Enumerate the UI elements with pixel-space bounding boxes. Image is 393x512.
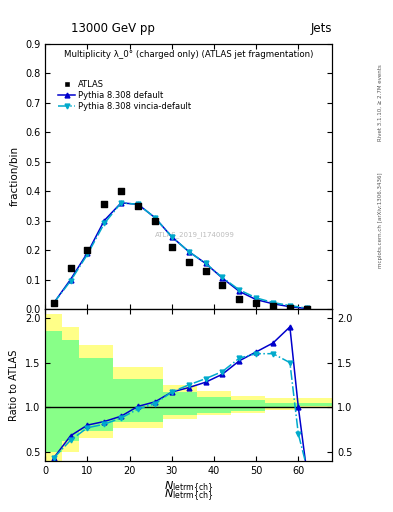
ATLAS [236, 294, 242, 303]
ATLAS [304, 305, 310, 313]
Pythia 8.308 default [102, 218, 107, 224]
ATLAS [185, 258, 192, 266]
Pythia 8.308 vincia-default [169, 233, 174, 240]
ATLAS [270, 302, 276, 310]
Line: Pythia 8.308 vincia-default: Pythia 8.308 vincia-default [51, 200, 309, 311]
ATLAS [67, 264, 73, 272]
ATLAS [169, 243, 175, 251]
Pythia 8.308 vincia-default [254, 295, 259, 301]
Pythia 8.308 vincia-default [102, 221, 107, 227]
ATLAS [253, 299, 259, 307]
Pythia 8.308 vincia-default [51, 300, 56, 306]
Pythia 8.308 vincia-default [119, 200, 123, 206]
Pythia 8.308 default [254, 296, 259, 303]
Pythia 8.308 vincia-default [68, 278, 73, 284]
Pythia 8.308 vincia-default [85, 251, 90, 258]
Pythia 8.308 default [68, 276, 73, 283]
Pythia 8.308 vincia-default [203, 260, 208, 266]
Text: ATLAS_2019_I1740099: ATLAS_2019_I1740099 [154, 231, 234, 238]
Pythia 8.308 default [186, 248, 191, 254]
Pythia 8.308 default [305, 305, 309, 311]
Pythia 8.308 vincia-default [136, 201, 140, 207]
Pythia 8.308 vincia-default [220, 274, 225, 281]
ATLAS [118, 187, 124, 195]
ATLAS [219, 282, 226, 290]
Pythia 8.308 default [152, 215, 157, 221]
Text: $N_\mathsf{letrm\{ch\}}$: $N_\mathsf{letrm\{ch\}}$ [164, 488, 213, 504]
Pythia 8.308 default [220, 275, 225, 281]
Pythia 8.308 vincia-default [152, 215, 157, 221]
Pythia 8.308 vincia-default [237, 287, 242, 293]
ATLAS [152, 217, 158, 225]
ATLAS [50, 299, 57, 307]
Pythia 8.308 default [169, 233, 174, 240]
Y-axis label: fraction/bin: fraction/bin [9, 146, 19, 206]
Pythia 8.308 default [51, 300, 56, 306]
ATLAS [101, 200, 107, 208]
Text: 13000 GeV pp: 13000 GeV pp [71, 22, 154, 35]
Text: Rivet 3.1.10, ≥ 2.7M events: Rivet 3.1.10, ≥ 2.7M events [378, 64, 383, 141]
ATLAS [287, 304, 293, 312]
Pythia 8.308 default [288, 304, 292, 310]
Line: Pythia 8.308 default: Pythia 8.308 default [51, 200, 309, 311]
Pythia 8.308 vincia-default [271, 300, 275, 306]
ATLAS [202, 267, 209, 275]
ATLAS [135, 202, 141, 210]
Text: Multiplicity λ_0° (charged only) (ATLAS jet fragmentation): Multiplicity λ_0° (charged only) (ATLAS … [64, 50, 313, 59]
Pythia 8.308 vincia-default [305, 305, 309, 311]
Y-axis label: Ratio to ATLAS: Ratio to ATLAS [9, 349, 19, 421]
Text: mcplots.cern.ch [arXiv:1306.3436]: mcplots.cern.ch [arXiv:1306.3436] [378, 173, 383, 268]
Pythia 8.308 default [85, 250, 90, 256]
Pythia 8.308 default [237, 288, 242, 294]
Text: Jets: Jets [310, 22, 332, 35]
Pythia 8.308 default [136, 201, 140, 207]
Legend: ATLAS, Pythia 8.308 default, Pythia 8.308 vincia-default: ATLAS, Pythia 8.308 default, Pythia 8.30… [55, 77, 195, 115]
Pythia 8.308 default [271, 301, 275, 307]
Pythia 8.308 default [119, 200, 123, 206]
Pythia 8.308 vincia-default [186, 248, 191, 254]
X-axis label: $N_{\rm letrm\{ch\}}$: $N_{\rm letrm\{ch\}}$ [164, 480, 213, 496]
ATLAS [84, 246, 90, 254]
Pythia 8.308 vincia-default [288, 303, 292, 309]
Pythia 8.308 default [203, 260, 208, 266]
